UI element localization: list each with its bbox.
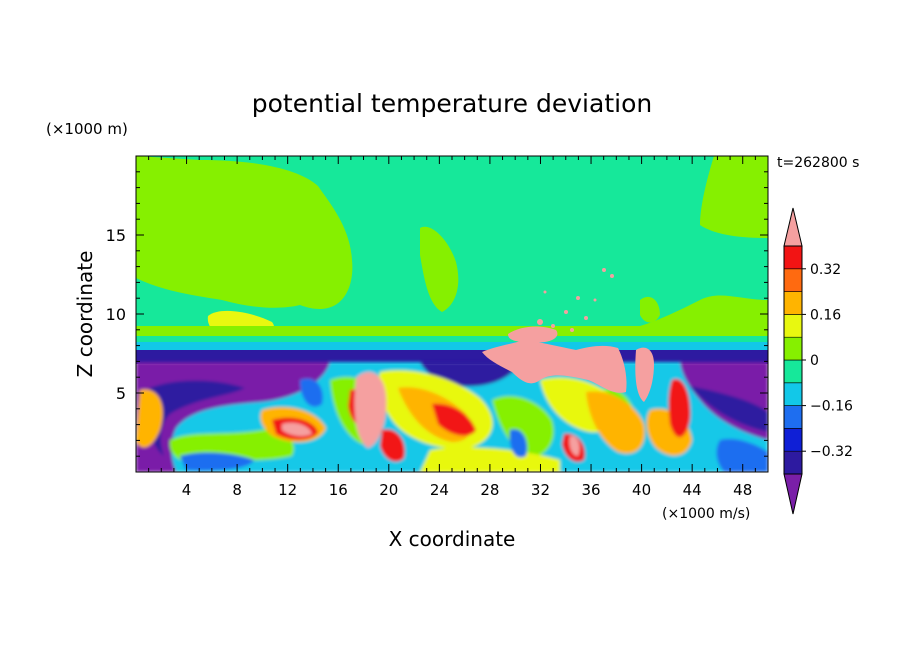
x-tick-label: 20	[379, 481, 398, 499]
colorbar-label: 0.32	[810, 262, 841, 278]
colorbar: 0.32 0.16 0 −0.16 −0.32	[783, 207, 853, 515]
colorbar-swatch	[783, 428, 803, 452]
y-tick-label: 10	[106, 305, 126, 324]
x-tick-label: 40	[632, 481, 651, 499]
lower-navy-right	[690, 386, 768, 432]
colorbar-swatch	[783, 291, 803, 315]
x-tick-label: 12	[278, 481, 297, 499]
colorbar-label: −0.32	[810, 444, 853, 460]
x-axis-ticks: 4 8 12 16 20 24 28 32 36 40 44 48	[148, 156, 756, 499]
x-unit-label: (×1000 m/s)	[662, 506, 750, 522]
time-label: t=262800 s	[777, 155, 859, 171]
colorbar-label: 0.16	[810, 307, 841, 323]
x-tick-label: 16	[329, 481, 348, 499]
lower-orange-blobs	[136, 387, 692, 456]
lower-blue-patches	[180, 378, 768, 472]
y-tick-label: 5	[116, 384, 126, 403]
colorbar-swatch	[783, 245, 803, 270]
band-cyan	[136, 342, 768, 350]
lower-navy-left	[148, 380, 245, 456]
colorbar-swatch	[783, 405, 803, 429]
colorbar-swatch	[783, 314, 803, 338]
region-pink-plateau	[482, 326, 654, 402]
lower-pink-blobs	[282, 372, 580, 456]
x-tick-label: 36	[581, 481, 600, 499]
region-upper-mint	[136, 156, 768, 326]
y-unit-label: (×1000 m)	[46, 120, 128, 138]
x-tick-label: 48	[733, 481, 752, 499]
x-tick-label: 4	[182, 481, 192, 499]
colorbar-label: 0	[810, 353, 819, 369]
band-mint	[136, 336, 768, 346]
colorbar-label: −0.16	[810, 399, 853, 415]
pink-speckles	[537, 268, 614, 332]
chart-title: potential temperature deviation	[252, 89, 652, 118]
colorbar-swatch	[783, 450, 803, 475]
heatmap-field	[136, 156, 768, 472]
x-tick-label: 8	[232, 481, 242, 499]
x-tick-label: 24	[430, 481, 449, 499]
colorbar-extend-bottom	[783, 473, 803, 515]
x-tick-label: 44	[683, 481, 702, 499]
y-axis-label: Z coordinate	[73, 251, 97, 378]
colorbar-swatch	[783, 336, 803, 361]
lower-convective-region	[136, 362, 768, 472]
band-navy-inversion	[136, 350, 768, 364]
colorbar-swatch	[783, 359, 803, 384]
x-tick-label: 32	[531, 481, 550, 499]
colorbar-extend-top	[783, 207, 803, 247]
x-tick-label: 28	[480, 481, 499, 499]
y-tick-label: 15	[106, 226, 126, 245]
colorbar-swatch	[783, 268, 803, 292]
y-axis-ticks: 5 10 15	[106, 171, 768, 457]
colorbar-swatch	[783, 382, 803, 406]
x-axis-label: X coordinate	[389, 527, 516, 551]
